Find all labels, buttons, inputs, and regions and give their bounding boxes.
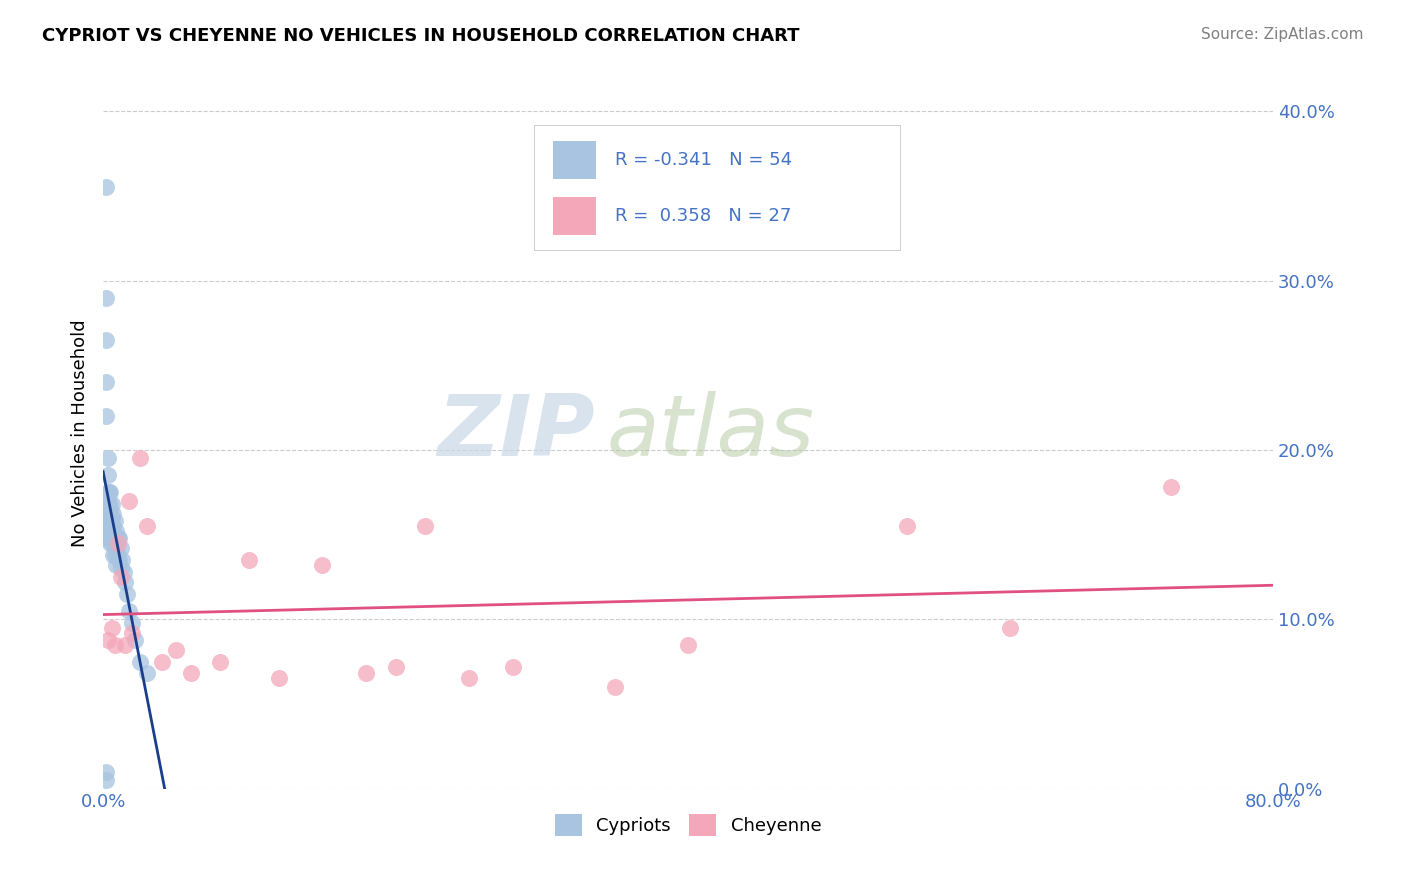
Point [114, 638, 136, 652]
Point [96, 468, 118, 483]
Point [103, 508, 125, 522]
Point [104, 548, 127, 562]
Point [111, 553, 134, 567]
Point [98, 497, 121, 511]
Legend: Cypriots, Cheyenne: Cypriots, Cheyenne [548, 807, 828, 844]
Point [1160, 480, 1182, 494]
Point [128, 451, 150, 466]
Point [107, 536, 129, 550]
Point [94, 773, 117, 788]
Point [896, 519, 918, 533]
Point [98, 485, 121, 500]
Point [110, 561, 132, 575]
Point [457, 672, 479, 686]
Point [110, 570, 132, 584]
Point [118, 604, 141, 618]
Point [104, 531, 127, 545]
Point [136, 666, 159, 681]
Point [603, 680, 626, 694]
Point [502, 659, 524, 673]
Point [107, 548, 129, 562]
Text: CYPRIOT VS CHEYENNE NO VEHICLES IN HOUSEHOLD CORRELATION CHART: CYPRIOT VS CHEYENNE NO VEHICLES IN HOUSE… [42, 27, 800, 45]
Point [100, 524, 122, 538]
Point [100, 536, 122, 550]
FancyBboxPatch shape [553, 197, 596, 235]
Point [96, 493, 118, 508]
Point [115, 587, 138, 601]
Point [121, 615, 143, 630]
Point [105, 524, 128, 538]
Point [94, 333, 117, 347]
Text: R = -0.341   N = 54: R = -0.341 N = 54 [614, 151, 792, 169]
Point [114, 574, 136, 589]
Point [94, 375, 117, 389]
Point [105, 541, 128, 555]
Text: atlas: atlas [606, 392, 814, 475]
Point [96, 451, 118, 466]
Point [94, 764, 117, 779]
Point [100, 485, 122, 500]
Point [121, 625, 143, 640]
Point [311, 558, 333, 572]
Point [101, 497, 124, 511]
Point [101, 510, 124, 524]
Point [356, 666, 378, 681]
Text: ZIP: ZIP [437, 392, 595, 475]
Point [238, 553, 260, 567]
Point [94, 180, 117, 194]
Point [998, 621, 1021, 635]
Point [101, 621, 124, 635]
Point [96, 531, 118, 545]
Point [128, 655, 150, 669]
Text: R =  0.358   N = 27: R = 0.358 N = 27 [614, 207, 792, 225]
Point [107, 531, 129, 545]
Point [96, 519, 118, 533]
Point [101, 536, 124, 550]
Point [96, 485, 118, 500]
Point [96, 632, 118, 647]
Point [110, 541, 132, 555]
Point [165, 642, 187, 657]
Point [150, 655, 173, 669]
Point [103, 519, 125, 533]
Point [98, 531, 121, 545]
Y-axis label: No Vehicles in Household: No Vehicles in Household [72, 319, 89, 547]
Point [108, 531, 131, 545]
Point [104, 638, 127, 652]
Point [209, 655, 232, 669]
Point [676, 638, 699, 652]
Point [104, 514, 127, 528]
Text: Source: ZipAtlas.com: Source: ZipAtlas.com [1201, 27, 1364, 42]
Point [112, 565, 135, 579]
Point [100, 502, 122, 516]
Point [94, 291, 117, 305]
Point [413, 519, 436, 533]
Point [96, 502, 118, 516]
Point [136, 519, 159, 533]
Point [100, 514, 122, 528]
Point [103, 531, 125, 545]
Point [105, 558, 128, 572]
Point [118, 493, 141, 508]
FancyBboxPatch shape [553, 141, 596, 178]
Point [98, 519, 121, 533]
Point [108, 553, 131, 567]
Point [101, 523, 124, 537]
Point [267, 672, 290, 686]
Point [180, 666, 202, 681]
Point [94, 409, 117, 423]
Point [96, 510, 118, 524]
Point [124, 632, 146, 647]
Point [98, 510, 121, 524]
Point [103, 548, 125, 562]
Point [384, 659, 406, 673]
